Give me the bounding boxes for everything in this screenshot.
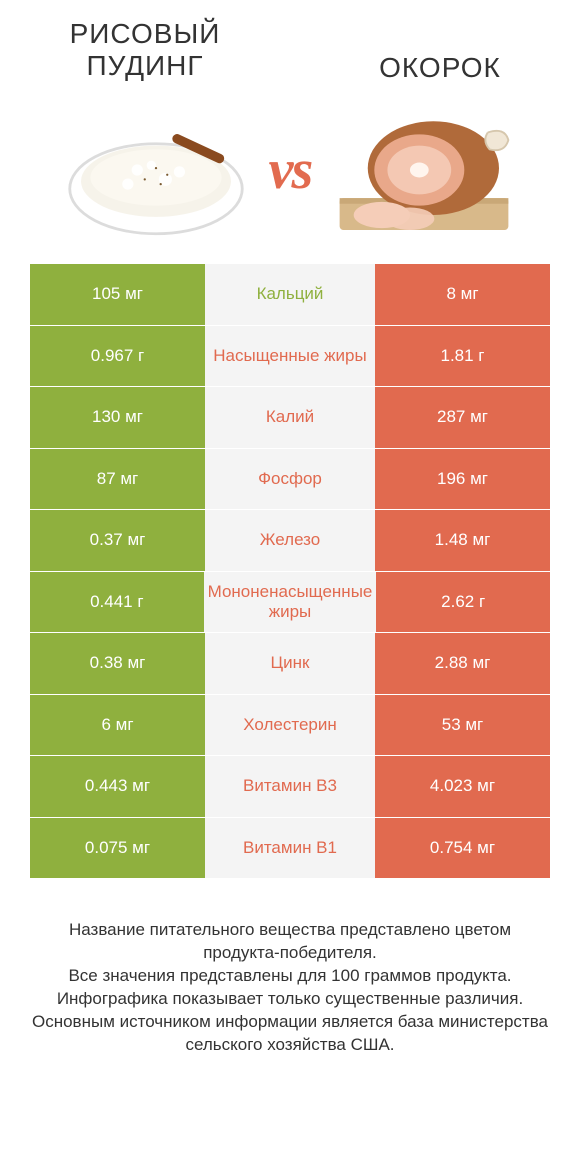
footer-notes: Название питательного вещества представл…: [30, 919, 550, 1057]
right-product-title: ОКОРОК: [340, 52, 540, 84]
table-row: 0.38 мгЦинк2.88 мг: [30, 633, 550, 695]
table-row: 105 мгКальций8 мг: [30, 264, 550, 326]
nutrient-label: Холестерин: [205, 695, 375, 756]
right-value: 1.81 г: [375, 326, 550, 387]
left-value: 6 мг: [30, 695, 205, 756]
right-value: 1.48 мг: [375, 510, 550, 571]
right-value: 2.62 г: [376, 572, 550, 633]
nutrient-label: Фосфор: [205, 449, 375, 510]
table-row: 0.443 мгВитамин B34.023 мг: [30, 756, 550, 818]
footer-line: Название питательного вещества представл…: [30, 919, 550, 965]
left-value: 0.441 г: [30, 572, 204, 633]
table-row: 130 мгКалий287 мг: [30, 387, 550, 449]
right-value: 4.023 мг: [375, 756, 550, 817]
table-row: 0.967 гНасыщенные жиры1.81 г: [30, 326, 550, 388]
left-value: 130 мг: [30, 387, 205, 448]
header: РИСОВЫЙ ПУДИНГ ОКОРОК: [0, 0, 580, 84]
left-value: 0.37 мг: [30, 510, 205, 571]
nutrient-label: Цинк: [205, 633, 375, 694]
nutrient-label: Калий: [205, 387, 375, 448]
table-row: 0.37 мгЖелезо1.48 мг: [30, 510, 550, 572]
left-value: 0.967 г: [30, 326, 205, 387]
table-row: 87 мгФосфор196 мг: [30, 449, 550, 511]
table-row: 0.441 гМононенасыщенные жиры2.62 г: [30, 572, 550, 634]
right-value: 53 мг: [375, 695, 550, 756]
nutrient-label: Кальций: [205, 264, 375, 325]
left-product-title: РИСОВЫЙ ПУДИНГ: [40, 18, 250, 82]
right-product-image: [321, 90, 526, 250]
right-value: 8 мг: [375, 264, 550, 325]
comparison-table: 105 мгКальций8 мг0.967 гНасыщенные жиры1…: [30, 264, 550, 879]
vs-label: vs: [269, 138, 312, 202]
footer-line: Все значения представлены для 100 граммо…: [30, 965, 550, 988]
nutrient-label: Витамин B1: [205, 818, 375, 879]
right-value: 287 мг: [375, 387, 550, 448]
table-row: 6 мгХолестерин53 мг: [30, 695, 550, 757]
footer-line: Инфографика показывает только существенн…: [30, 988, 550, 1011]
images-row: vs: [0, 90, 580, 250]
left-value: 0.443 мг: [30, 756, 205, 817]
footer-line: Основным источником информации является …: [30, 1011, 550, 1057]
left-value: 105 мг: [30, 264, 205, 325]
nutrient-label: Железо: [205, 510, 375, 571]
left-value: 0.38 мг: [30, 633, 205, 694]
right-value: 196 мг: [375, 449, 550, 510]
nutrient-label: Мононенасыщенные жиры: [204, 572, 377, 633]
nutrient-label: Насыщенные жиры: [205, 326, 375, 387]
right-value: 0.754 мг: [375, 818, 550, 879]
left-value: 87 мг: [30, 449, 205, 510]
table-row: 0.075 мгВитамин B10.754 мг: [30, 818, 550, 880]
left-value: 0.075 мг: [30, 818, 205, 879]
nutrient-label: Витамин B3: [205, 756, 375, 817]
left-product-image: [54, 90, 259, 250]
right-value: 2.88 мг: [375, 633, 550, 694]
